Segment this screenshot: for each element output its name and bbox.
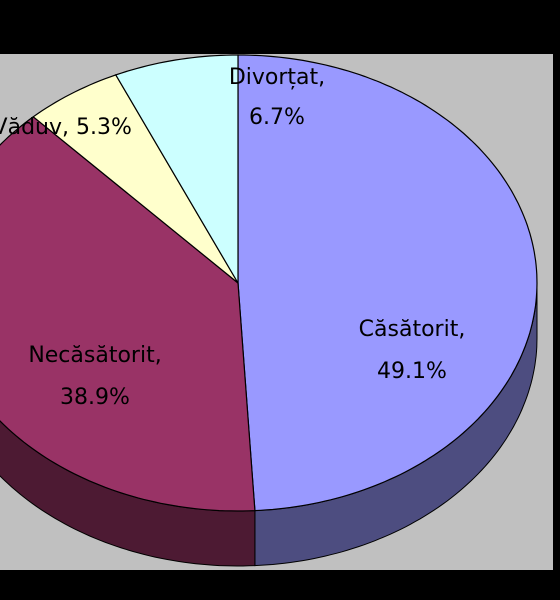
slice [0, 116, 256, 512]
slice-label: Văduv, [0, 115, 69, 140]
value-label: 38.9% [60, 385, 130, 410]
value-label: 6.7% [249, 105, 305, 130]
value-label: 5.3% [76, 115, 132, 140]
slice-label: Divorțat, [229, 65, 325, 90]
slice [237, 54, 538, 512]
value-label: 49.1% [377, 359, 447, 384]
slice-label: Necăsătorit, [28, 343, 161, 368]
slice [32, 74, 239, 284]
slice-label: Căsătorit, [359, 317, 466, 342]
slice [114, 54, 239, 286]
